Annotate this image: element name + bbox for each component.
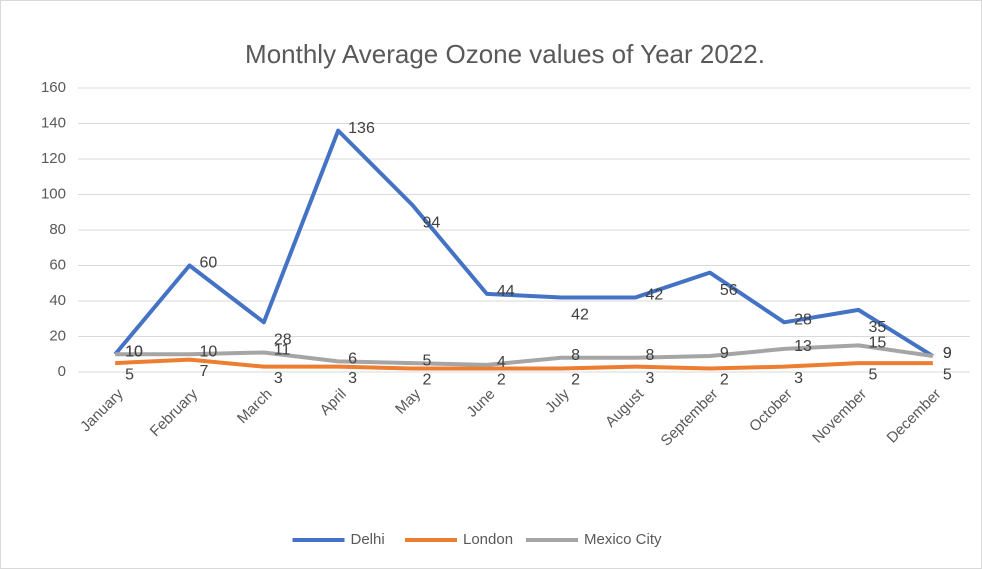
data-label: 8 xyxy=(646,347,655,364)
data-label: 3 xyxy=(646,370,655,387)
data-label: 5 xyxy=(943,366,952,383)
series-line xyxy=(115,357,933,371)
data-label: 10 xyxy=(125,343,143,360)
data-label: 5 xyxy=(423,352,432,369)
data-label: 7 xyxy=(200,363,209,380)
data-label: 44 xyxy=(497,283,515,300)
series-line xyxy=(113,128,934,358)
y-tick-label: 100 xyxy=(41,185,66,202)
data-label: 42 xyxy=(571,307,589,324)
series-line xyxy=(115,343,934,367)
data-label: 42 xyxy=(646,287,664,304)
data-label: 11 xyxy=(274,342,291,359)
y-tick-label: 0 xyxy=(58,363,66,380)
legend-label: Mexico City xyxy=(584,531,662,548)
y-tick-label: 20 xyxy=(49,327,66,344)
data-label: 3 xyxy=(274,370,283,387)
data-label: 2 xyxy=(423,372,432,389)
data-label: 10 xyxy=(125,343,143,360)
data-label: 15 xyxy=(869,335,887,352)
data-label: 9 xyxy=(943,345,952,362)
data-label: 10 xyxy=(200,343,218,360)
y-tick-label: 140 xyxy=(41,114,66,131)
data-label: 5 xyxy=(125,366,134,383)
data-label: 136 xyxy=(348,120,375,137)
y-tick-label: 80 xyxy=(49,221,66,238)
data-label: 3 xyxy=(794,370,803,387)
y-tick-label: 160 xyxy=(41,79,66,96)
data-label: 2 xyxy=(571,372,580,389)
data-label: 35 xyxy=(869,319,887,336)
legend-label: London xyxy=(463,531,513,548)
data-label: 94 xyxy=(423,214,441,231)
data-label: 56 xyxy=(720,282,738,299)
chart-title: Monthly Average Ozone values of Year 202… xyxy=(245,39,765,69)
data-label: 60 xyxy=(200,255,218,272)
data-label: 2 xyxy=(720,372,729,389)
y-tick-label: 40 xyxy=(49,292,66,309)
data-label: 8 xyxy=(571,347,580,364)
data-label: 28 xyxy=(794,312,812,329)
data-label: 5 xyxy=(869,366,878,383)
data-label: 13 xyxy=(794,338,812,355)
data-label: 9 xyxy=(943,345,952,362)
data-label: 3 xyxy=(348,370,357,387)
data-label: 6 xyxy=(348,351,357,368)
data-label: 4 xyxy=(497,354,506,371)
data-label: 28 xyxy=(274,332,292,349)
y-tick-label: 120 xyxy=(41,150,66,167)
data-label: 9 xyxy=(720,345,729,362)
legend-label: Delhi xyxy=(351,531,385,548)
y-tick-label: 60 xyxy=(49,256,66,273)
data-label: 2 xyxy=(497,372,506,389)
